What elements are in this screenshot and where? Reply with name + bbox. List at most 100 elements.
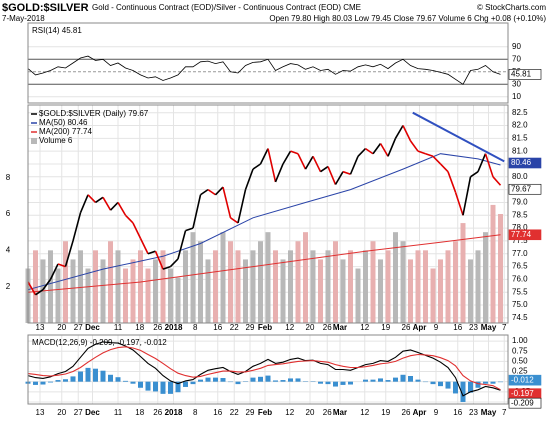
volume-bar (123, 268, 128, 323)
volume-bar (48, 250, 53, 323)
legend-entry: MA(50) 80.46 (39, 118, 88, 127)
x-tick-label: 20 (57, 323, 66, 332)
volume-bar (363, 250, 368, 323)
ma200-tag: 77.74 (511, 230, 532, 239)
price-segment (132, 222, 142, 239)
volume-bar (220, 232, 226, 323)
price-segment (139, 238, 149, 255)
histogram-bar (453, 381, 458, 394)
volume-bar (228, 241, 233, 323)
price-segment (409, 140, 419, 152)
y-tick-label: 0.50 (512, 356, 528, 365)
legend-entry: Volume 6 (39, 136, 73, 145)
x-tick-label: 20 (306, 323, 315, 332)
y-tick-label: 77.5 (512, 236, 528, 245)
volume-bar (183, 250, 188, 323)
volume-bar (175, 277, 181, 323)
hist-tag-bg (508, 374, 542, 386)
price-segment (185, 227, 194, 232)
histogram-bar (175, 381, 181, 393)
histogram-bar (445, 381, 451, 389)
price-segment (432, 155, 442, 165)
histogram-bar (183, 381, 188, 387)
price-segment (290, 150, 299, 155)
price-segment (95, 196, 104, 204)
histogram-bar (190, 381, 196, 385)
volume-bar (453, 241, 458, 323)
volume-bar (100, 259, 106, 323)
histogram-bar (85, 367, 91, 382)
histogram-bar (280, 380, 286, 382)
volume-bar (385, 250, 391, 323)
price-segment (267, 148, 277, 183)
y-tick-label: 78.0 (512, 223, 528, 232)
price-panel (27, 104, 509, 324)
histogram-bar (258, 376, 263, 382)
price-segment (154, 250, 164, 270)
volume-bar (205, 259, 211, 323)
price-segment (312, 155, 322, 173)
histogram-bar (70, 376, 76, 382)
volume-bar (153, 259, 158, 323)
x-tick-label: Feb (258, 408, 272, 417)
volume-bar (145, 268, 151, 323)
volume-bar (445, 250, 451, 323)
histogram-bar (168, 381, 173, 394)
macd-panel (27, 334, 509, 405)
volume-bar (78, 250, 83, 323)
x-tick-label: 2018 (165, 408, 183, 417)
x-tick-label: Mar (333, 323, 347, 332)
price-segment (27, 281, 37, 296)
volume-bar (355, 268, 361, 323)
price-segment (222, 186, 232, 219)
description: Gold - Continuous Contract (EOD)/Silver … (92, 3, 361, 12)
histogram-bar (55, 380, 61, 382)
y-tick-label: 76.5 (512, 262, 528, 271)
y-tick-label: 70 (512, 54, 521, 63)
price-segment (334, 171, 344, 185)
macd-tag-bg (508, 397, 542, 409)
volume-tick-label: 2 (6, 282, 11, 291)
y-tick-label: 1.00 (512, 336, 528, 345)
x-tick-label: 23 (469, 323, 478, 332)
volume-bar (213, 250, 218, 323)
x-tick-label: 26 (153, 323, 162, 332)
x-tick-label: Mar (333, 408, 347, 417)
volume-bar (393, 232, 398, 323)
volume-bar (490, 204, 496, 323)
y-tick-label: 76.0 (512, 275, 528, 284)
histogram-bar (78, 371, 83, 382)
price-segment (147, 250, 156, 255)
price-segment (192, 194, 202, 229)
price-segment (304, 155, 314, 170)
histogram-bar (333, 381, 338, 387)
x-tick-label: 8 (193, 408, 198, 417)
x-tick-label: 26 (323, 408, 332, 417)
x-tick-label: Apr (413, 323, 427, 332)
histogram-bar (430, 381, 436, 385)
volume-bar (70, 259, 76, 323)
y-tick-label: 0.75 (512, 346, 528, 355)
source: © StockCharts.com (477, 3, 546, 12)
x-tick-label: 16 (213, 408, 222, 417)
histogram-bar (250, 377, 256, 382)
moving-average (27, 153, 501, 291)
price-segment (87, 194, 97, 204)
volume-bar (160, 250, 166, 323)
volume-bar (325, 250, 331, 323)
volume-tick-label: 4 (6, 245, 11, 254)
histogram-bar (160, 381, 166, 394)
volume-bar (55, 268, 61, 323)
signal-line (27, 346, 501, 391)
price-segment (462, 176, 472, 216)
legend-swatch (31, 138, 37, 144)
histogram-bar (48, 381, 53, 383)
x-tick-label: 20 (57, 408, 66, 417)
y-tick-label: 81.5 (512, 133, 528, 142)
volume-bar (408, 259, 413, 323)
histogram-bar (235, 381, 241, 385)
histogram-bar (265, 375, 271, 382)
histogram-bar (123, 380, 128, 382)
macd-legend: MACD(12,26,9) -0.209, -0.197, -0.012 (32, 338, 167, 347)
volume-bar (63, 241, 68, 323)
